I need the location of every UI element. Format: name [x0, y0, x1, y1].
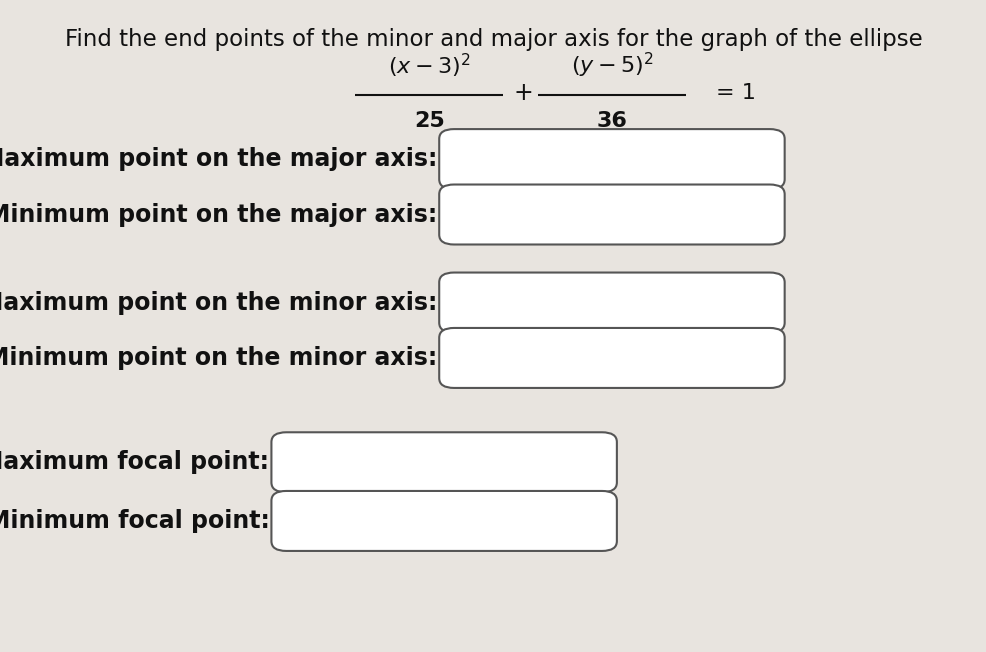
Text: Minimum point on the minor axis:: Minimum point on the minor axis:	[0, 346, 437, 370]
FancyBboxPatch shape	[271, 491, 616, 551]
Text: 25: 25	[413, 111, 445, 131]
Text: Find the end points of the minor and major axis for the graph of the ellipse: Find the end points of the minor and maj…	[64, 27, 922, 51]
Text: Maximum focal point:: Maximum focal point:	[0, 451, 269, 474]
Text: Maximum point on the minor axis:: Maximum point on the minor axis:	[0, 291, 437, 314]
Text: Maximum point on the major axis:: Maximum point on the major axis:	[0, 147, 437, 171]
Text: Minimum point on the major axis:: Minimum point on the major axis:	[0, 203, 437, 226]
FancyBboxPatch shape	[439, 328, 784, 388]
Text: $(y-5)^2$: $(y-5)^2$	[570, 50, 653, 80]
Text: = 1: = 1	[715, 83, 754, 102]
FancyBboxPatch shape	[271, 432, 616, 492]
FancyBboxPatch shape	[439, 273, 784, 333]
Text: $(x-3)^2$: $(x-3)^2$	[387, 52, 470, 80]
Text: Minimum focal point:: Minimum focal point:	[0, 509, 269, 533]
FancyBboxPatch shape	[439, 129, 784, 189]
Text: +: +	[513, 81, 532, 104]
FancyBboxPatch shape	[439, 185, 784, 244]
Text: 36: 36	[596, 111, 627, 131]
